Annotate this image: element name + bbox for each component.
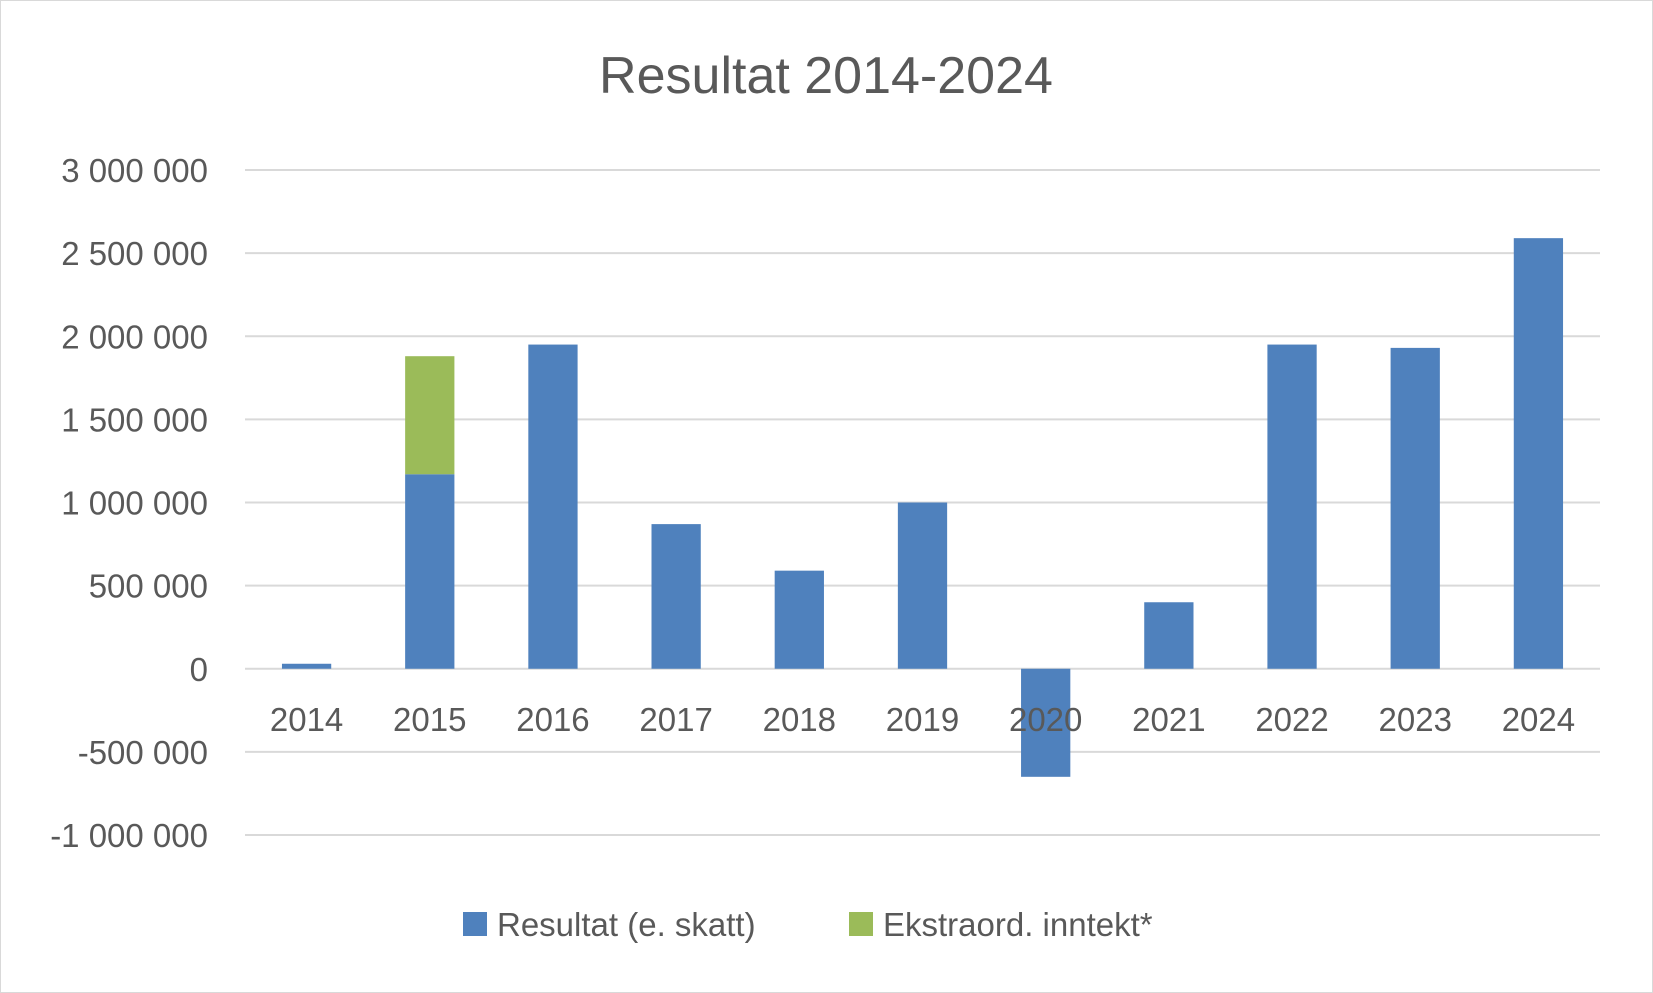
legend-swatch — [463, 912, 487, 936]
x-tick-label: 2021 — [1132, 701, 1205, 738]
legend-label: Resultat (e. skatt) — [497, 906, 756, 943]
bar-resultat-2014 — [281, 663, 332, 669]
bar-resultat-2015 — [405, 474, 455, 669]
legend-swatch — [849, 912, 873, 936]
x-tick-label: 2016 — [516, 701, 589, 738]
x-axis-tick-labels: 2014 2015 2016 2017 2018 2019 2020 2021 2022 2023… — [270, 701, 1575, 738]
x-tick-label: 2019 — [886, 701, 959, 738]
y-tick-label: 1 500 000 — [61, 401, 208, 438]
bar-ekstraord-2015 — [405, 356, 455, 475]
chart-title: Resultat 2014-2024 — [599, 47, 1053, 105]
x-tick-label: 2017 — [639, 701, 712, 738]
bar-resultat-2018 — [774, 570, 824, 669]
x-tick-label: 2014 — [270, 701, 343, 738]
y-tick-label: 3 000 000 — [61, 152, 208, 189]
bar-resultat-2019 — [897, 502, 948, 669]
legend: Resultat (e. skatt) Ekstraord. inntekt* — [463, 906, 1153, 943]
bar-resultat-2023 — [1390, 347, 1440, 669]
x-tick-label: 2020 — [1009, 701, 1082, 738]
y-tick-label: 500 000 — [89, 568, 208, 605]
bars — [281, 238, 1564, 777]
legend-label: Ekstraord. inntekt* — [883, 906, 1153, 943]
bar-resultat-2017 — [651, 524, 701, 669]
x-tick-label: 2024 — [1502, 701, 1575, 738]
y-tick-label: 1 000 000 — [61, 485, 208, 522]
y-tick-label: 2 500 000 — [61, 235, 208, 272]
bar-resultat-2016 — [528, 344, 578, 669]
y-tick-label: 0 — [190, 651, 208, 688]
bar-resultat-2024 — [1513, 238, 1564, 669]
y-tick-label: 2 000 000 — [61, 318, 208, 355]
bar-resultat-2022 — [1267, 344, 1317, 669]
bar-resultat-2021 — [1144, 602, 1194, 669]
y-tick-label: -1 000 000 — [50, 817, 208, 854]
x-tick-label: 2015 — [393, 701, 466, 738]
x-tick-label: 2022 — [1255, 701, 1328, 738]
x-tick-label: 2023 — [1379, 701, 1452, 738]
y-tick-label: -500 000 — [78, 734, 208, 771]
y-axis-tick-labels: 3 000 000 2 500 000 2 000 000 1 500 000 1 00… — [50, 152, 208, 854]
bar-resultat-2020 — [1021, 668, 1071, 777]
x-tick-label: 2018 — [763, 701, 836, 738]
